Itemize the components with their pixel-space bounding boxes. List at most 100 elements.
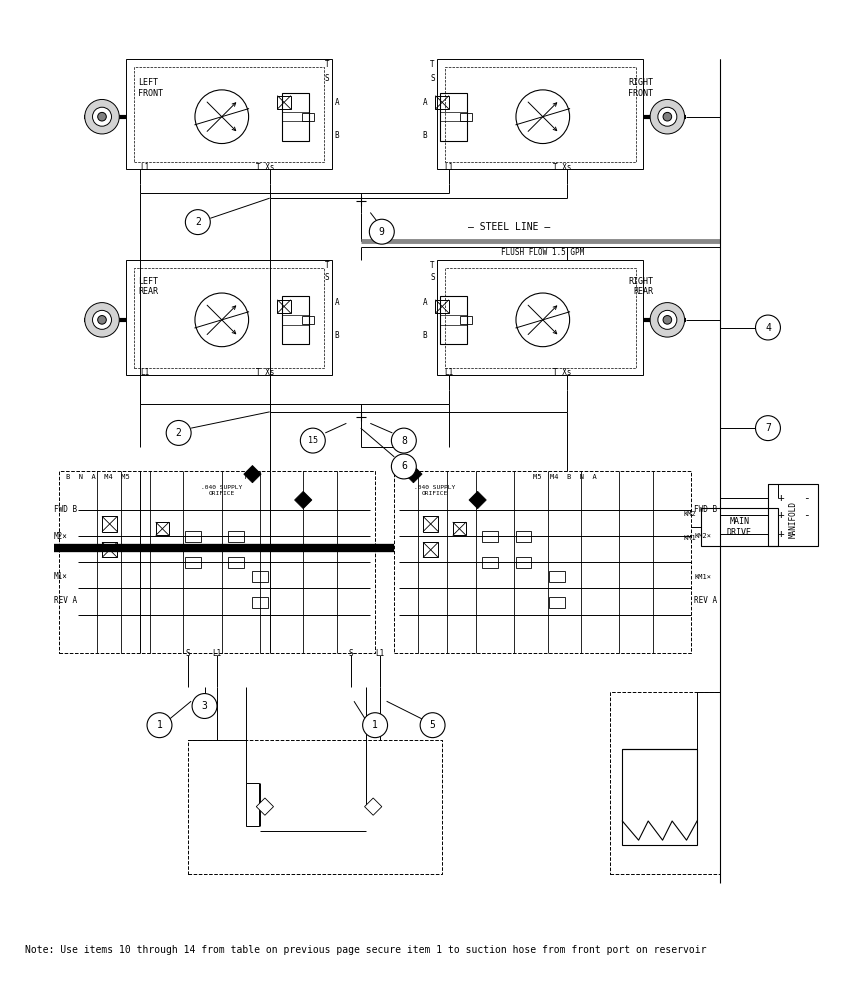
Circle shape xyxy=(369,219,394,244)
Text: RIGHT
FRONT: RIGHT FRONT xyxy=(628,78,653,98)
Bar xyxy=(302,316,314,324)
Text: MAIN
DRIVE: MAIN DRIVE xyxy=(727,517,752,537)
Text: A: A xyxy=(334,298,339,307)
Text: RIGHT
REAR: RIGHT REAR xyxy=(628,277,653,296)
Text: L1: L1 xyxy=(444,163,454,172)
Text: KM1×: KM1× xyxy=(694,574,711,580)
Text: +: + xyxy=(777,493,784,503)
Polygon shape xyxy=(257,798,274,815)
Bar xyxy=(441,93,467,141)
Circle shape xyxy=(755,416,780,441)
Text: L1: L1 xyxy=(375,649,384,658)
Bar xyxy=(453,522,467,535)
Circle shape xyxy=(755,315,780,340)
Polygon shape xyxy=(405,466,422,483)
Circle shape xyxy=(658,107,677,126)
Text: 6: 6 xyxy=(401,461,407,471)
Bar xyxy=(186,557,200,568)
Circle shape xyxy=(516,293,569,347)
Bar xyxy=(482,531,498,542)
Text: L1: L1 xyxy=(444,368,454,377)
Bar xyxy=(302,113,314,121)
Text: LEFT
REAR: LEFT REAR xyxy=(138,277,158,296)
Bar xyxy=(252,597,268,608)
Text: L1: L1 xyxy=(213,649,222,658)
Text: T Xs: T Xs xyxy=(256,368,274,377)
Text: M5  M4  B  N  A: M5 M4 B N A xyxy=(533,474,597,480)
Text: B: B xyxy=(334,131,339,140)
Bar xyxy=(283,296,309,344)
Bar xyxy=(252,571,268,582)
Bar xyxy=(102,516,118,532)
Circle shape xyxy=(186,210,210,235)
Bar xyxy=(516,557,531,568)
Bar xyxy=(622,749,697,845)
Bar xyxy=(423,516,438,532)
Text: A: A xyxy=(334,98,339,107)
Text: S: S xyxy=(325,273,329,282)
Text: .040 SUPPLY
ORIFICE: .040 SUPPLY ORIFICE xyxy=(414,485,455,496)
Circle shape xyxy=(650,303,684,337)
Circle shape xyxy=(301,428,325,453)
Bar xyxy=(102,542,118,557)
Bar xyxy=(245,783,259,826)
Text: 9: 9 xyxy=(379,227,384,237)
Bar xyxy=(461,316,472,324)
Bar xyxy=(550,571,565,582)
Text: L1: L1 xyxy=(140,163,149,172)
Circle shape xyxy=(516,90,569,144)
Bar xyxy=(768,484,818,546)
Text: +: + xyxy=(777,510,784,520)
Text: 4: 4 xyxy=(765,323,771,333)
Circle shape xyxy=(92,310,111,329)
Circle shape xyxy=(658,310,677,329)
Text: 5: 5 xyxy=(429,720,435,730)
Text: 8: 8 xyxy=(401,436,407,446)
Text: REV A: REV A xyxy=(54,596,77,605)
Circle shape xyxy=(147,713,172,738)
Bar xyxy=(228,531,244,542)
Bar xyxy=(437,260,644,375)
Text: T: T xyxy=(325,261,329,270)
Polygon shape xyxy=(469,491,486,509)
Bar xyxy=(277,96,291,109)
Bar xyxy=(283,93,309,141)
Circle shape xyxy=(85,303,119,337)
Circle shape xyxy=(391,454,416,479)
Bar xyxy=(550,597,565,608)
Bar xyxy=(435,300,449,313)
Text: T: T xyxy=(325,60,329,69)
Bar xyxy=(437,59,644,169)
Bar xyxy=(186,531,200,542)
Text: M1×: M1× xyxy=(54,572,68,581)
Text: M2×: M2× xyxy=(54,532,68,541)
Circle shape xyxy=(98,316,106,324)
Text: S: S xyxy=(186,649,191,658)
Bar xyxy=(701,508,778,546)
Text: 1: 1 xyxy=(372,720,378,730)
Text: M3: M3 xyxy=(402,474,410,480)
Text: L1: L1 xyxy=(140,368,149,377)
Circle shape xyxy=(391,428,416,453)
Bar xyxy=(156,522,169,535)
Bar xyxy=(126,260,332,375)
Bar xyxy=(423,542,438,557)
Text: -: - xyxy=(803,493,810,503)
Bar xyxy=(126,59,332,169)
Circle shape xyxy=(166,420,191,445)
Text: LEFT
FRONT: LEFT FRONT xyxy=(138,78,163,98)
Text: +: + xyxy=(777,529,784,539)
Text: 15: 15 xyxy=(308,436,318,445)
Circle shape xyxy=(195,90,249,144)
Polygon shape xyxy=(244,466,261,483)
Text: B  N  A  M4  M5: B N A M4 M5 xyxy=(66,474,130,480)
Text: 3: 3 xyxy=(201,701,207,711)
Bar xyxy=(461,113,472,121)
Circle shape xyxy=(98,112,106,121)
Text: T Xs: T Xs xyxy=(553,368,571,377)
Text: FWD B: FWD B xyxy=(54,505,77,514)
Bar xyxy=(516,531,531,542)
Circle shape xyxy=(363,713,388,738)
Text: 1: 1 xyxy=(156,720,162,730)
Circle shape xyxy=(663,316,671,324)
